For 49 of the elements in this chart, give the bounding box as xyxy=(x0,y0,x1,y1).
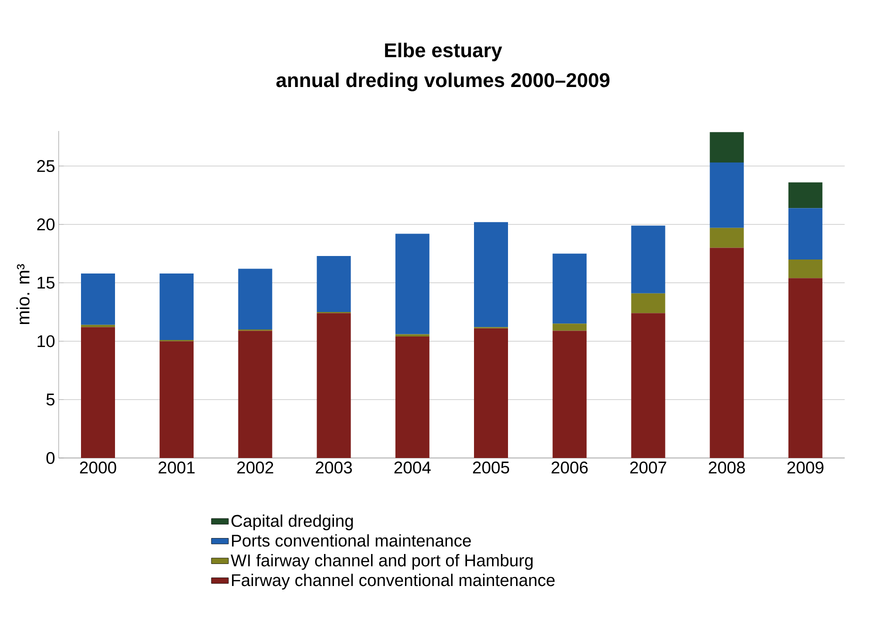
bar xyxy=(238,330,272,458)
chart-title: Elbe estuary annual dreding volumes 2000–2009 xyxy=(276,42,610,92)
bar xyxy=(788,182,822,208)
bar xyxy=(710,132,744,163)
x-tick-label: 2004 xyxy=(394,462,431,474)
x-tick-label: 2003 xyxy=(316,462,352,474)
bar xyxy=(395,334,430,337)
bar xyxy=(395,336,430,458)
x-tick-label: 2009 xyxy=(787,462,824,474)
x-tick-label: 2006 xyxy=(552,462,588,474)
y-tick-label: 20 xyxy=(37,218,55,230)
bar xyxy=(474,222,508,328)
y-tick-label: 10 xyxy=(38,335,55,348)
bar xyxy=(710,228,744,248)
bar xyxy=(552,254,587,324)
bar xyxy=(238,268,272,330)
bar xyxy=(788,208,822,260)
bar xyxy=(160,273,194,340)
bar xyxy=(710,162,744,228)
legend-label: Capital dredging xyxy=(231,514,353,530)
bar xyxy=(552,324,587,331)
legend-label: WI fairway channel and port of Hamburg xyxy=(230,554,533,570)
y-tick-label: 15 xyxy=(38,276,54,289)
legend-label: Ports conventional maintenance xyxy=(232,534,471,547)
bar xyxy=(631,293,666,314)
bar xyxy=(474,328,508,458)
bar xyxy=(552,330,587,458)
x-tick-label: 2000 xyxy=(80,462,116,474)
bar xyxy=(631,313,666,458)
x-tick-label: 2008 xyxy=(708,462,745,474)
bar xyxy=(710,248,744,458)
bar xyxy=(788,278,822,458)
bar xyxy=(160,341,194,458)
bar xyxy=(81,273,116,325)
x-tick-label: 2007 xyxy=(630,462,666,474)
y-tick-label: 25 xyxy=(37,160,54,172)
y-axis-title: mio. m³ xyxy=(16,264,30,324)
y-tick-label: 5 xyxy=(46,394,54,406)
bar xyxy=(316,313,351,458)
x-tick-label: 2005 xyxy=(473,462,510,474)
x-tick-label: 2002 xyxy=(237,462,274,474)
y-tick-label: 0 xyxy=(46,452,55,464)
bar xyxy=(395,234,430,334)
bar xyxy=(316,256,351,312)
bar xyxy=(81,327,116,458)
legend-label: Fairway channel conventional maintenance xyxy=(232,574,555,590)
x-tick-label: 2001 xyxy=(158,462,195,474)
bar xyxy=(788,259,822,278)
bar xyxy=(631,226,666,294)
